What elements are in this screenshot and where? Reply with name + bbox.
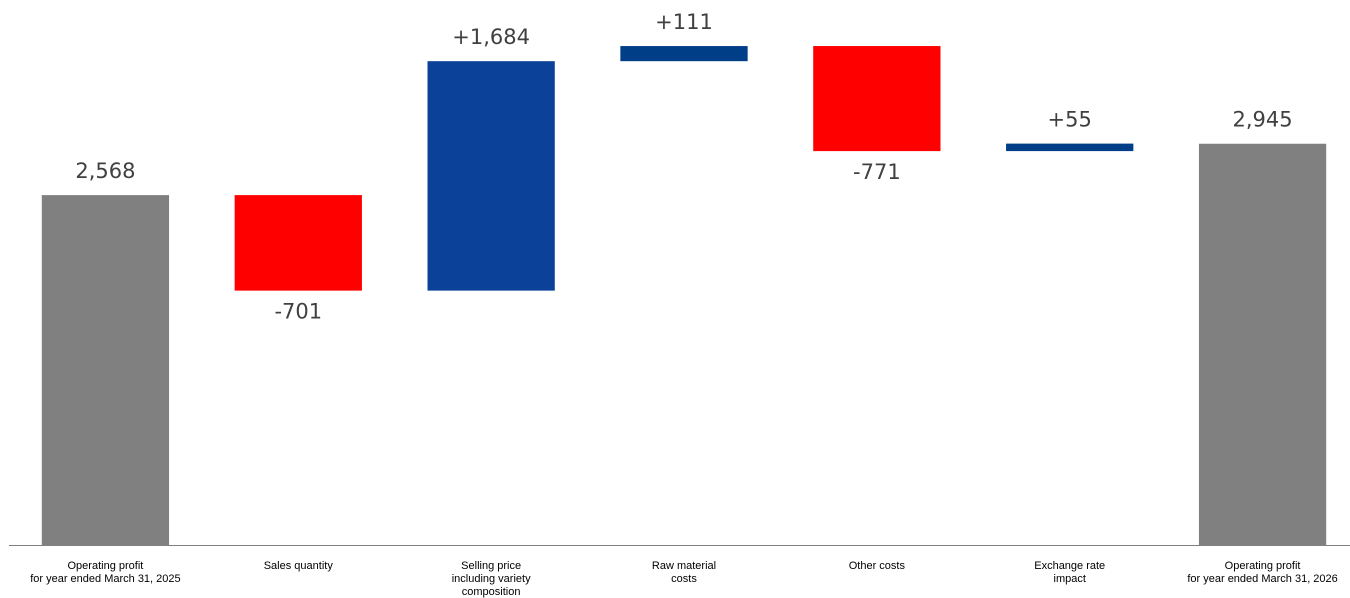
x-tick-label: Operating profit [68,560,144,572]
data-label: 2,945 [1233,108,1293,132]
bar [1006,143,1134,152]
x-tick-label: for year ended March 31, 2026 [1187,573,1337,585]
x-tick-label: for year ended March 31, 2025 [30,573,180,585]
x-tick-label: including variety [452,573,531,585]
x-tick-label: Raw material [652,560,716,572]
data-label: -701 [274,300,322,324]
x-tick-label: Sales quantity [264,560,334,572]
bar [1198,143,1327,545]
data-label: 2,568 [75,159,135,183]
bar [41,195,170,546]
x-tick-label: Operating profit [1225,560,1301,572]
data-label: +111 [655,10,713,34]
bar [620,46,748,62]
bar [813,46,941,152]
data-label: +55 [1048,108,1092,132]
x-tick-label: costs [671,573,697,585]
x-tick-label: impact [1054,573,1086,585]
x-tick-label: Selling price [461,560,521,572]
bar [234,195,362,291]
bar [427,61,555,291]
x-tick-label: Other costs [849,560,906,572]
x-tick-label: composition [462,586,521,598]
data-label: +1,684 [452,25,530,49]
x-tick-label: Exchange rate [1034,560,1105,572]
data-label: -771 [853,160,901,184]
